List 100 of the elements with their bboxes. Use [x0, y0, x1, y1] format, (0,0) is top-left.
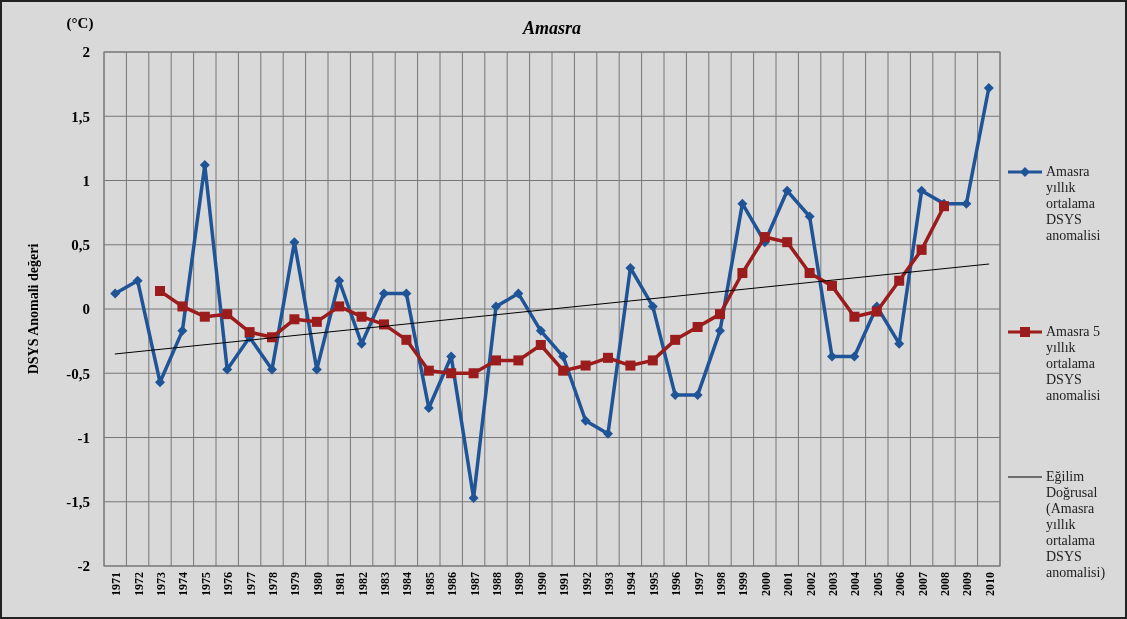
- y-tick-label: 1,5: [71, 108, 90, 125]
- x-tick-label: 1974: [176, 572, 191, 596]
- x-tick-label: 2007: [915, 572, 930, 596]
- point: [894, 275, 905, 286]
- x-tick-label: 1972: [131, 572, 146, 596]
- x-tick-label: 1984: [400, 572, 415, 596]
- x-tick-label: 1999: [736, 572, 751, 596]
- legend-label: Amasra 5 yıllık ortalama DSYS anomalisi: [1046, 324, 1101, 403]
- point: [580, 415, 591, 426]
- x-tick-label: 1990: [534, 572, 549, 596]
- point: [737, 268, 748, 279]
- point: [132, 275, 143, 286]
- legend-label: Amasra yıllık ortalama DSYS anomalisi: [1046, 164, 1101, 243]
- point: [155, 286, 165, 297]
- point: [379, 288, 389, 299]
- x-tick-label: 1992: [579, 572, 594, 596]
- point: [177, 301, 188, 312]
- x-tick-label: 2001: [781, 572, 796, 596]
- point: [804, 211, 815, 222]
- point: [513, 355, 524, 366]
- point: [244, 327, 255, 338]
- y-tick-label: -2: [77, 558, 90, 575]
- y-tick-label: -1,5: [66, 494, 90, 510]
- point: [558, 365, 569, 376]
- x-tick-label: 1989: [512, 572, 527, 596]
- point: [647, 355, 658, 366]
- point: [647, 301, 658, 312]
- point: [334, 301, 345, 312]
- point: [961, 198, 972, 209]
- point: [199, 311, 210, 322]
- x-tick-label: 1976: [221, 572, 236, 596]
- point: [916, 185, 927, 196]
- point: [289, 314, 300, 325]
- x-tick-label: 1980: [310, 572, 325, 596]
- point: [871, 306, 882, 317]
- point: [759, 232, 770, 243]
- x-tick-label: 1995: [646, 572, 661, 596]
- point: [916, 244, 927, 255]
- point: [715, 309, 725, 320]
- y-tick-label: -0,5: [66, 365, 90, 382]
- x-tick-label: 2006: [893, 572, 908, 596]
- x-tick-label: 1998: [714, 572, 728, 596]
- point: [446, 368, 457, 379]
- x-tick-label: 2002: [803, 572, 818, 596]
- point: [110, 288, 121, 299]
- x-tick-label: 1993: [602, 572, 616, 596]
- point: [983, 82, 994, 93]
- point: [177, 325, 188, 336]
- y-axis-title: DSYS Anomali değeri: [26, 243, 41, 375]
- y-tick-label: -1: [77, 429, 90, 446]
- point: [468, 368, 479, 379]
- text: (°C): [66, 15, 94, 32]
- point: [625, 360, 636, 371]
- point: [804, 268, 815, 279]
- x-tick-label: 1978: [266, 572, 280, 596]
- x-tick-label: 1971: [109, 572, 124, 596]
- x-tick-label: 1979: [288, 572, 303, 596]
- point: [715, 325, 725, 336]
- legend-label: Eğilim Doğrusal (Amasra yıllık ortalama DSYS anomalisi): [1046, 469, 1106, 581]
- x-tick-label: 1996: [669, 572, 684, 596]
- point: [491, 355, 501, 366]
- point: [692, 321, 703, 332]
- point: [491, 301, 501, 312]
- point: [311, 316, 322, 327]
- x-tick-label: 1991: [557, 572, 572, 596]
- x-tick-label: 1997: [691, 572, 706, 596]
- point: [849, 311, 860, 322]
- point: [603, 352, 613, 363]
- point: [535, 339, 546, 350]
- x-tick-label: 1986: [445, 572, 460, 596]
- point: [423, 365, 434, 376]
- x-tick-label: 1975: [198, 572, 213, 596]
- point: [580, 360, 591, 371]
- chart-title: Amasra: [521, 18, 582, 38]
- x-tick-label: 2005: [870, 572, 885, 596]
- x-tick-label: 1982: [355, 572, 370, 596]
- x-tick-label: 2000: [758, 572, 773, 596]
- y-tick-label: 0,5: [71, 237, 90, 253]
- x-tick-label: 2009: [960, 572, 975, 596]
- x-tick-label: 1977: [243, 572, 258, 596]
- point: [356, 311, 367, 322]
- x-tick-label: 1987: [467, 572, 482, 596]
- x-tick-label: 1981: [333, 572, 348, 596]
- x-tick-label: 1994: [624, 572, 639, 596]
- x-tick-label: 1983: [378, 572, 392, 596]
- point: [222, 309, 233, 320]
- point: [401, 334, 412, 345]
- y-tick-label: 2: [82, 44, 90, 61]
- point: [625, 262, 636, 273]
- x-tick-label: 2010: [982, 572, 997, 596]
- point: [670, 334, 681, 345]
- point: [782, 185, 793, 196]
- point: [535, 325, 546, 336]
- point: [827, 351, 837, 362]
- x-tick-label: 2004: [848, 572, 863, 596]
- y-tick-label: 1: [82, 172, 90, 189]
- x-tick-label: 2008: [938, 572, 952, 596]
- x-tick-label: 2003: [826, 572, 840, 596]
- point: [558, 351, 569, 362]
- x-tick-label: 1988: [490, 572, 504, 596]
